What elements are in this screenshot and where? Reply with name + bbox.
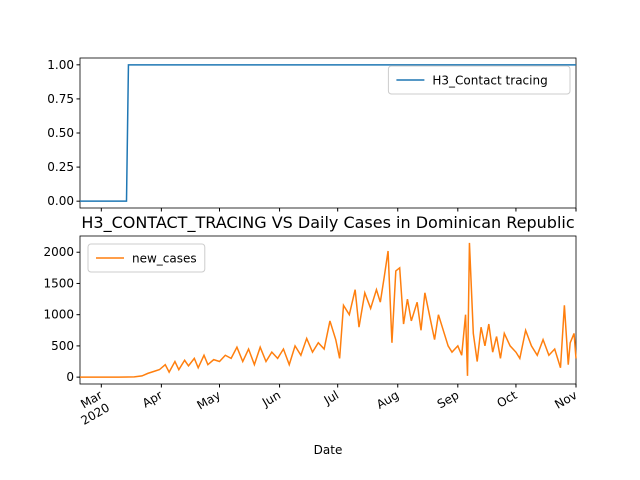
legend-box <box>87 243 206 273</box>
y-tick-label: 2000 <box>43 245 74 259</box>
y-tick-label: 0 <box>66 370 74 384</box>
x-tick-label: Nov <box>552 388 579 412</box>
y-tick-label: 1.00 <box>47 58 74 72</box>
x-axis-label: Date <box>314 443 343 457</box>
series-line <box>80 64 576 202</box>
y-tick-label: 0.25 <box>47 160 74 174</box>
legend-box <box>387 65 571 95</box>
y-tick-label: 1000 <box>43 308 74 322</box>
x-tick-label: Mar2020 <box>71 388 112 428</box>
x-tick-label: Aug <box>374 388 401 412</box>
series-line <box>80 242 577 378</box>
legend-label: new_cases <box>132 252 197 266</box>
y-tick-label: 1500 <box>43 276 74 290</box>
y-tick-label: 0.00 <box>47 194 74 208</box>
plot-frame <box>79 235 577 385</box>
x-tick-label: May <box>195 388 223 413</box>
y-tick-label: 0.50 <box>47 126 74 140</box>
x-tick-label: Jun <box>259 388 283 410</box>
y-tick-label: 500 <box>51 339 74 353</box>
x-tick-label: Apr <box>140 388 165 411</box>
x-tick-label: Oct <box>494 388 519 411</box>
chart-title: H3_CONTACT_TRACING VS Daily Cases in Dom… <box>81 213 574 233</box>
x-tick-label: Jul <box>321 388 341 408</box>
legend-label: H3_Contact tracing <box>432 74 547 88</box>
y-tick-label: 0.75 <box>47 92 74 106</box>
x-tick-label: Sep <box>435 388 462 411</box>
